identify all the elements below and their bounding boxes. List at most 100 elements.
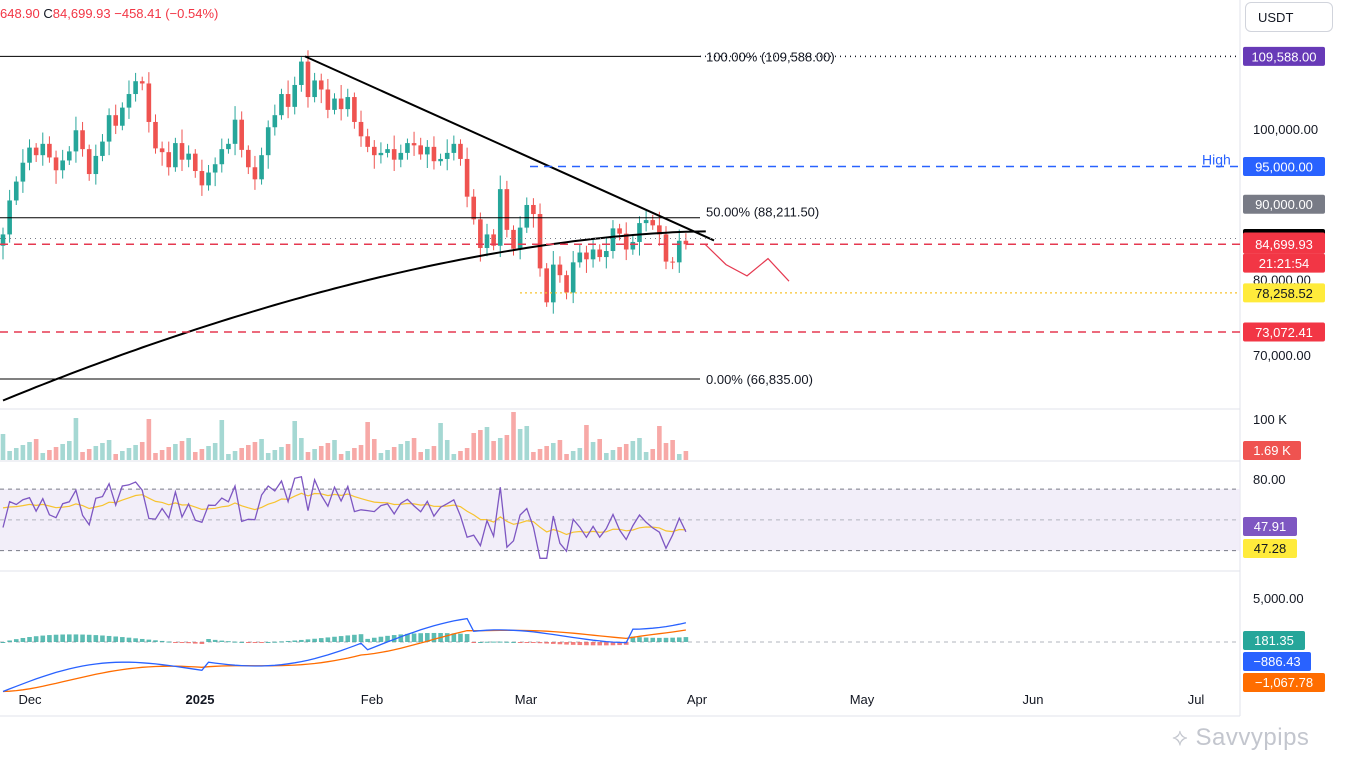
volume-bar bbox=[126, 448, 132, 460]
price-tag-bg-1 bbox=[1243, 156, 1325, 176]
volume-bar bbox=[524, 426, 530, 460]
volume-bar bbox=[458, 451, 463, 460]
rsi-ma-tag: 47.28 bbox=[1254, 541, 1287, 556]
candle-body bbox=[219, 149, 225, 165]
ohlc-legend: 648.90 C84,699.93 −458.41 (−0.54%) bbox=[0, 6, 218, 21]
y-tick-0: 70,000.00 bbox=[1253, 348, 1311, 363]
candle-body bbox=[192, 153, 198, 172]
candle-body bbox=[199, 171, 205, 186]
candle-body bbox=[670, 261, 675, 263]
macd-hist-bar bbox=[531, 642, 536, 643]
macd-hist-bar bbox=[458, 633, 463, 642]
price-tag-0: 109,588.00 bbox=[1251, 49, 1316, 64]
candle-body bbox=[67, 151, 72, 161]
volume-bar bbox=[226, 454, 231, 460]
candle-body bbox=[590, 249, 596, 260]
candle-body bbox=[159, 148, 165, 153]
candle-body bbox=[385, 149, 390, 153]
x-tick-feb: Feb bbox=[361, 692, 383, 707]
volume-bar bbox=[531, 452, 536, 460]
macd-hist-bar bbox=[73, 634, 79, 642]
macd-hist-bar bbox=[471, 642, 477, 643]
candle-body bbox=[550, 264, 556, 303]
candle-body bbox=[299, 61, 304, 85]
volume-bar bbox=[431, 446, 437, 460]
macd-hist-bar bbox=[484, 641, 490, 643]
macd-hist-bar bbox=[60, 634, 65, 642]
candle-body bbox=[537, 214, 543, 269]
candle-body bbox=[418, 145, 423, 155]
volume-bar bbox=[484, 427, 490, 460]
macd-hist-bar bbox=[166, 641, 172, 643]
candle-body bbox=[524, 204, 530, 228]
candle-body bbox=[259, 155, 264, 180]
volume-bar bbox=[643, 452, 649, 460]
macd-hist-bar bbox=[590, 642, 596, 646]
volume-bar bbox=[146, 419, 152, 460]
volume-bar bbox=[186, 438, 191, 460]
volume-bar bbox=[27, 442, 32, 460]
volume-bar bbox=[120, 451, 125, 460]
candle-body bbox=[478, 219, 483, 248]
macd-hist-bar bbox=[239, 641, 244, 643]
candle-body bbox=[20, 162, 26, 182]
volume-bar bbox=[312, 449, 317, 460]
candle-body bbox=[80, 130, 85, 150]
macd-hist-bar bbox=[650, 637, 656, 642]
volume-bar bbox=[100, 443, 105, 460]
macd-hist-bar bbox=[332, 636, 337, 642]
volume-tag: 1.69 K bbox=[1253, 443, 1291, 458]
volume-bar bbox=[159, 450, 165, 460]
macd-hist-bar bbox=[405, 633, 410, 642]
candle-body bbox=[106, 115, 112, 142]
candle-body bbox=[292, 84, 298, 107]
candle-body bbox=[623, 233, 629, 250]
volume-bar bbox=[325, 443, 331, 460]
volume-bar bbox=[259, 439, 264, 460]
candle-body bbox=[279, 94, 284, 116]
macd-hist-bar bbox=[378, 636, 384, 642]
macd-hist-bar bbox=[318, 638, 324, 642]
candle-body bbox=[471, 196, 477, 220]
candle-body bbox=[133, 81, 138, 95]
volume-bar bbox=[192, 452, 198, 460]
macd-hist-bar bbox=[219, 640, 225, 642]
candle-body bbox=[318, 80, 324, 90]
x-tick-jun: Jun bbox=[1023, 692, 1044, 707]
volume-bar bbox=[73, 418, 79, 460]
candle-body bbox=[338, 98, 344, 110]
rsi-tag: 47.91 bbox=[1254, 519, 1287, 534]
macd-hist-bar bbox=[517, 642, 523, 643]
price-tag-7: 78,258.52 bbox=[1255, 286, 1313, 301]
macd-hist-bar bbox=[338, 636, 344, 642]
currency-button[interactable]: USDT bbox=[1245, 2, 1333, 32]
macd-hist-bar bbox=[206, 639, 211, 642]
candle-body bbox=[378, 152, 384, 156]
macd-hist-tag: 181.35 bbox=[1254, 633, 1294, 648]
volume-bar bbox=[537, 449, 543, 460]
macd-hist-bar bbox=[371, 637, 377, 642]
candle-body bbox=[391, 149, 397, 160]
candle-body bbox=[557, 264, 563, 276]
volume-bar bbox=[464, 448, 470, 460]
volume-bar bbox=[206, 446, 211, 460]
candle-body bbox=[332, 98, 337, 110]
volume-bar bbox=[478, 430, 483, 460]
volume-bar bbox=[557, 440, 563, 460]
candle-body bbox=[13, 181, 19, 201]
macd-hist-bar bbox=[511, 641, 516, 643]
volume-bar bbox=[60, 444, 65, 460]
price-tag-6: 21:21:54 bbox=[1259, 256, 1310, 271]
candle-body bbox=[186, 153, 191, 160]
volume-bar bbox=[246, 445, 251, 460]
volume-tag-bg bbox=[1243, 441, 1301, 460]
macd-hist-bar bbox=[199, 642, 205, 644]
volume-bar bbox=[491, 441, 496, 460]
watermark-text: Savvypips bbox=[1195, 724, 1310, 751]
candle-body bbox=[657, 225, 662, 235]
volume-bar bbox=[676, 454, 682, 460]
macd-hist-bar bbox=[610, 642, 616, 646]
candle-body bbox=[398, 152, 404, 160]
